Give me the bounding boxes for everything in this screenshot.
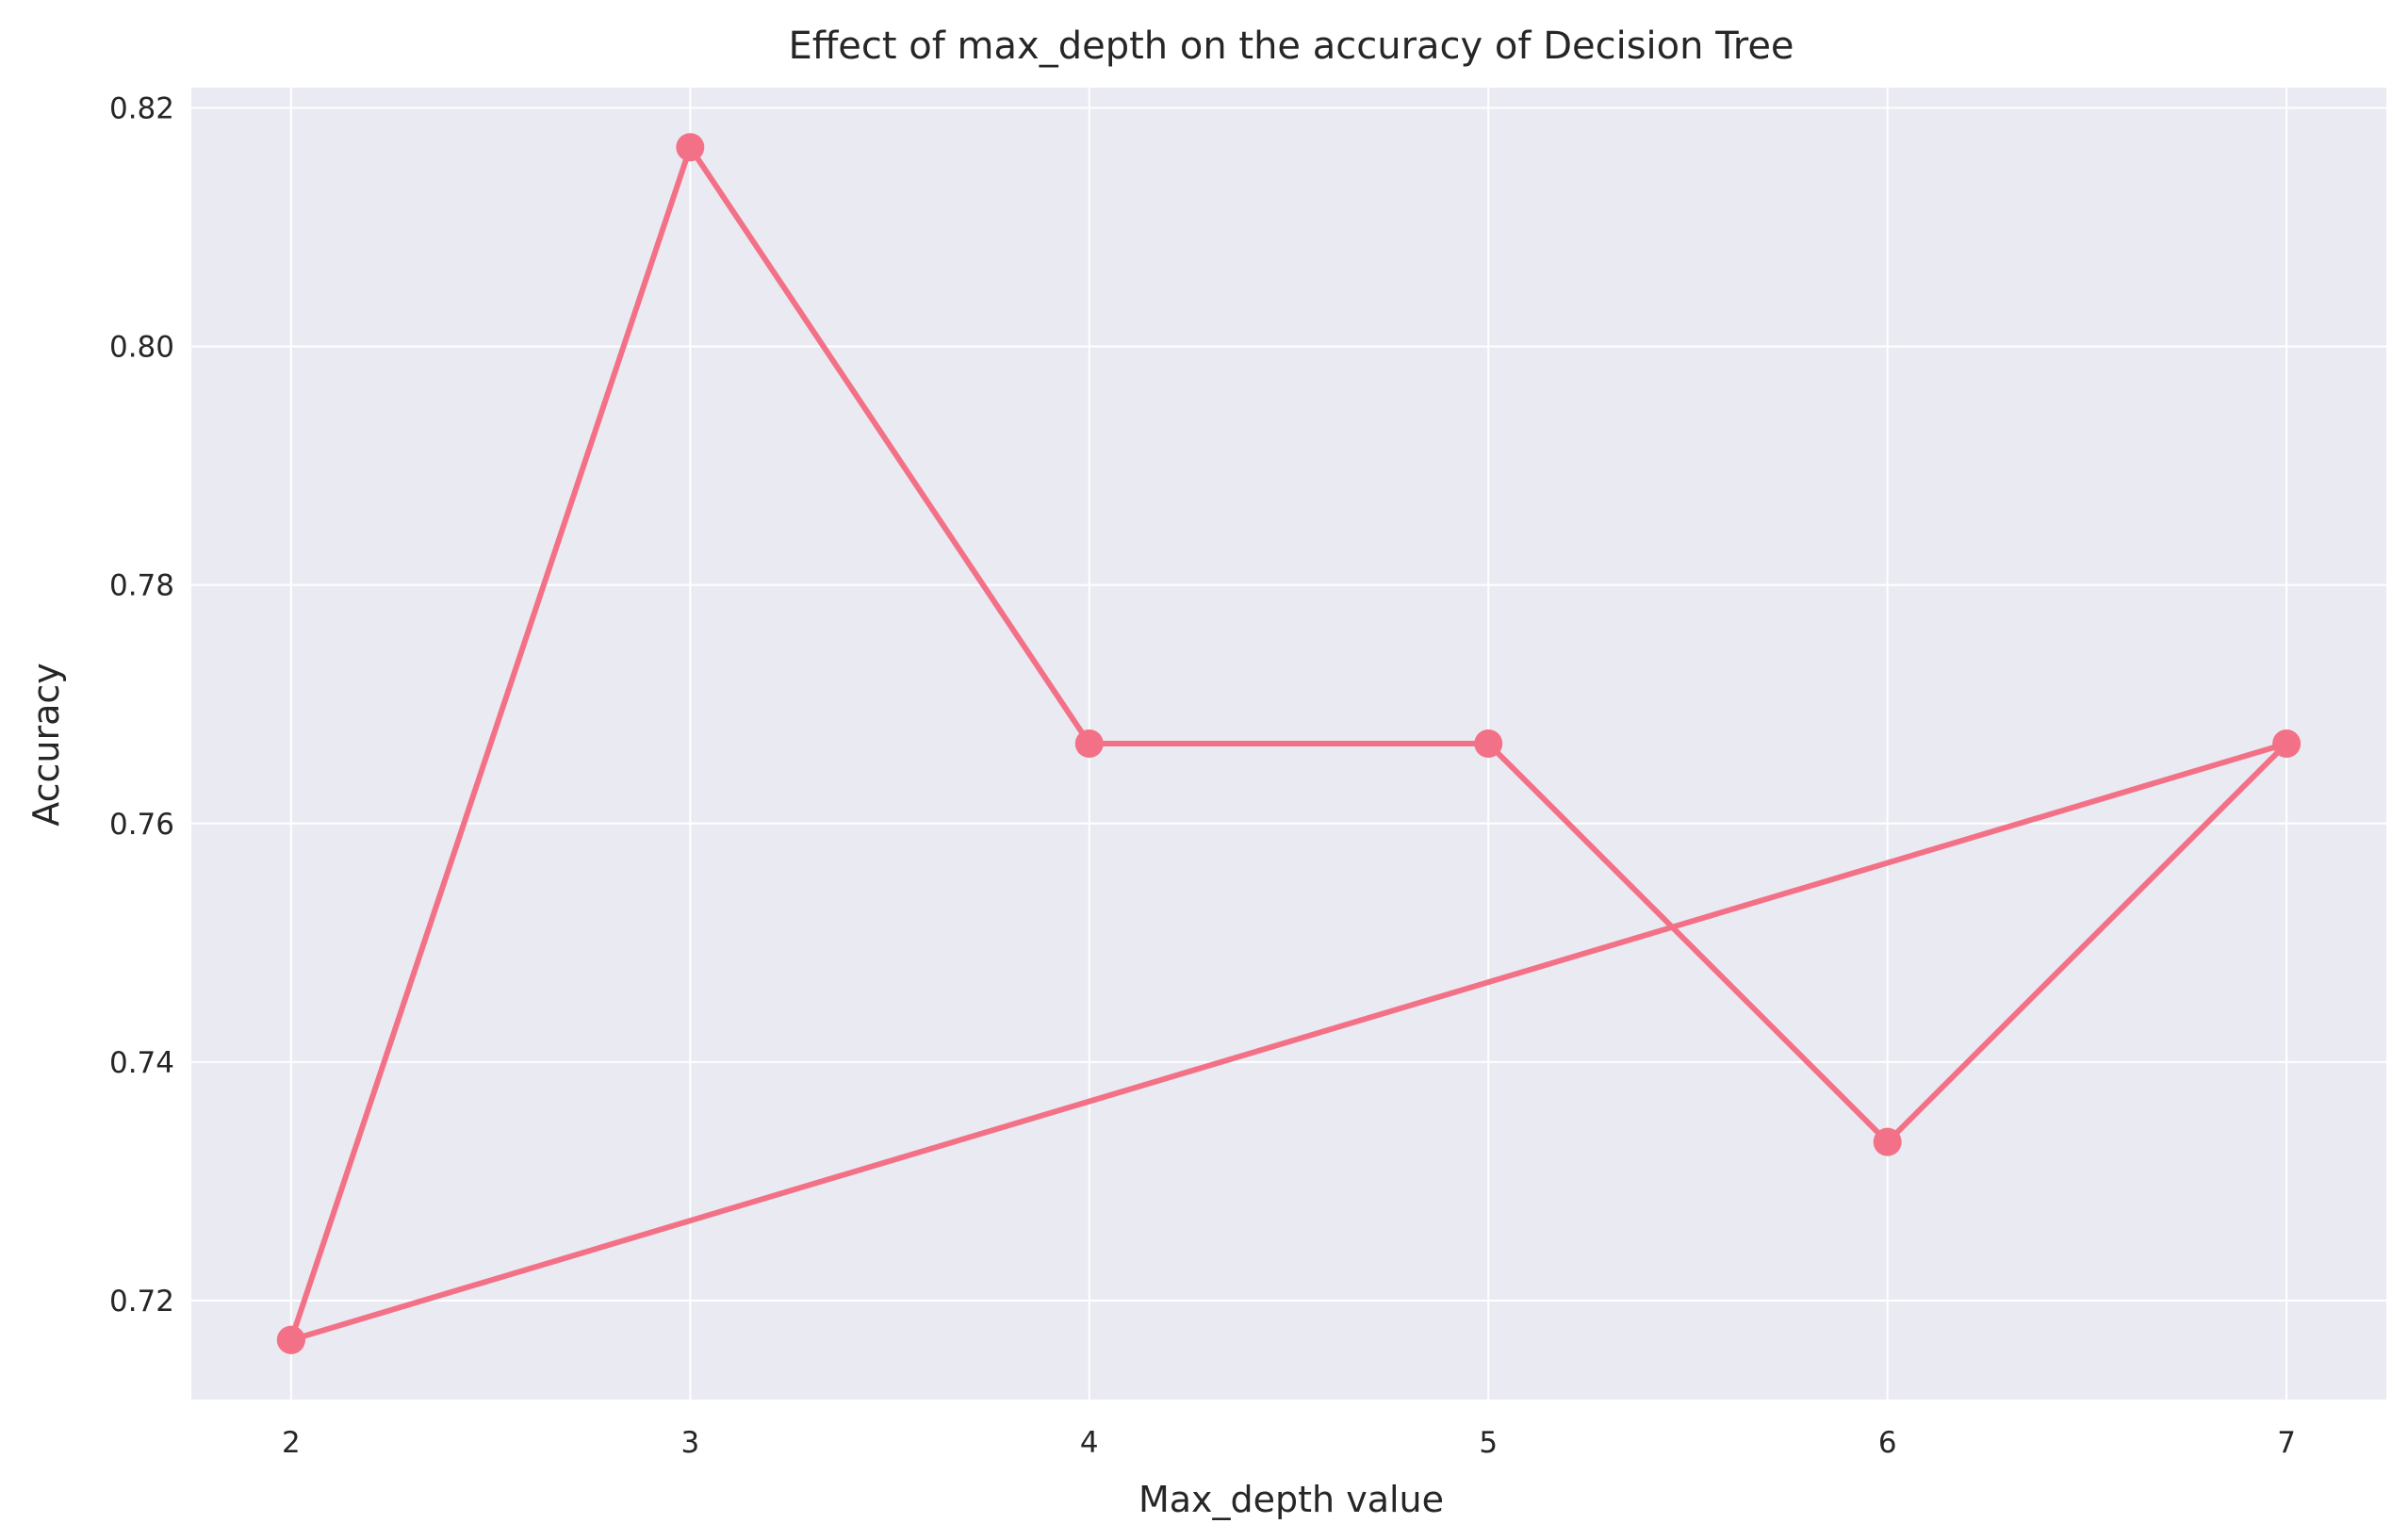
data-point — [276, 1325, 305, 1354]
x-tick-label: 7 — [2277, 1426, 2296, 1460]
y-tick-label: 0.72 — [109, 1285, 174, 1319]
y-tick-label: 0.80 — [109, 331, 174, 365]
x-tick-label: 5 — [1479, 1426, 1498, 1460]
y-tick-label: 0.78 — [109, 569, 174, 603]
series-group — [276, 133, 2302, 1354]
chart-title: Effect of max_depth on the accuracy of D… — [788, 25, 1794, 68]
x-tick-label: 2 — [282, 1426, 301, 1460]
data-point — [1074, 729, 1104, 758]
tick-labels: 2 3 4 5 6 7 0.72 0.74 0.76 0.78 0.80 0.82 — [109, 92, 2296, 1460]
x-axis-label: Max_depth value — [1138, 1479, 1444, 1520]
y-tick-label: 0.82 — [109, 92, 174, 126]
data-point — [2272, 729, 2302, 758]
y-tick-label: 0.76 — [109, 808, 174, 842]
x-tick-label: 6 — [1878, 1426, 1897, 1460]
x-tick-label: 3 — [680, 1426, 699, 1460]
data-point — [676, 133, 705, 162]
y-axis-label: Accuracy — [25, 663, 67, 827]
data-point — [1474, 729, 1503, 758]
y-tick-label: 0.74 — [109, 1046, 174, 1080]
data-point — [1873, 1127, 1902, 1156]
x-tick-label: 4 — [1080, 1426, 1099, 1460]
